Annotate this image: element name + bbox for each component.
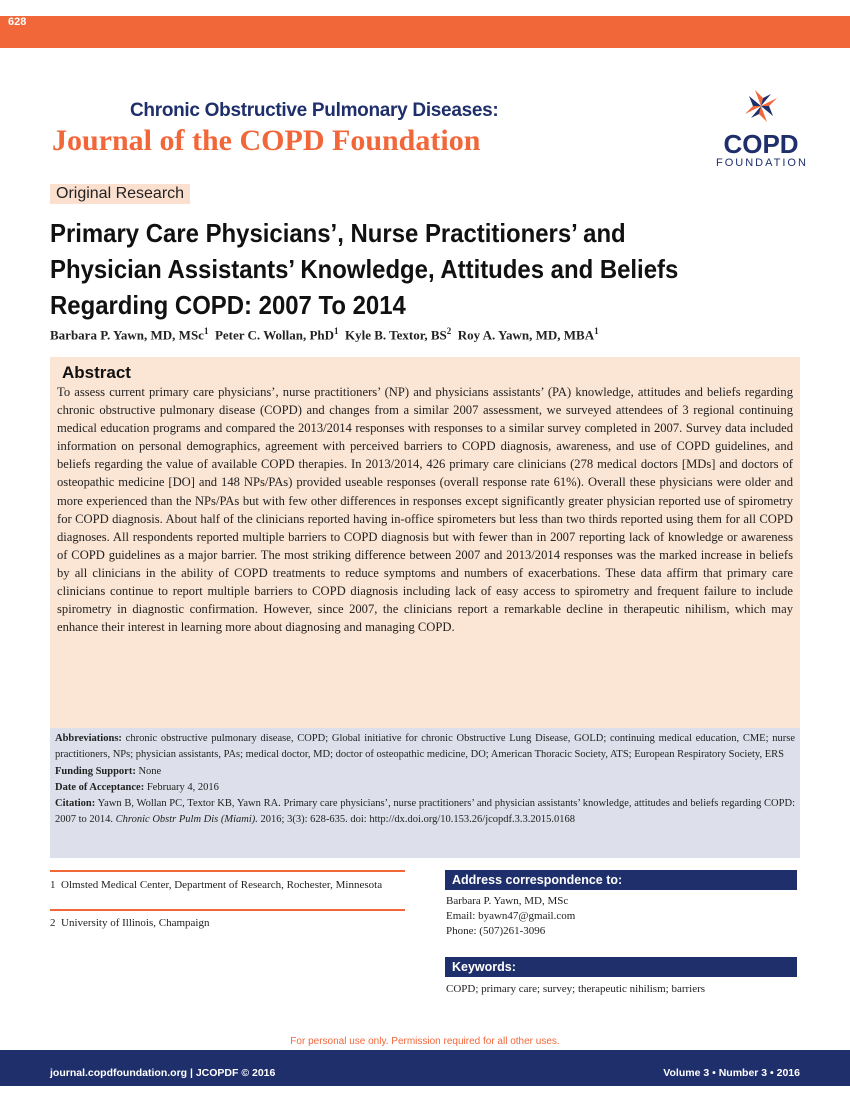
footer-bar: journal.copdfoundation.org | JCOPDF © 20… <box>0 1050 850 1086</box>
article-info-box: Abbreviations: chronic obstructive pulmo… <box>50 728 800 858</box>
affiliation-mark: 1 <box>594 326 599 336</box>
affiliation-number: 2 <box>50 917 56 929</box>
affiliation-number: 1 <box>50 879 56 891</box>
affiliation-2: 2 University of Illinois, Champaign <box>50 916 405 930</box>
citation-journal: Chronic Obstr Pulm Dis (Miami). <box>115 814 258 826</box>
acceptance-text: February 4, 2016 <box>146 781 219 793</box>
abbreviations-label: Abbreviations: <box>55 733 122 744</box>
page-number: 628 <box>8 16 27 28</box>
affiliation-text: Olmsted Medical Center, Department of Re… <box>61 879 383 891</box>
funding: Funding Support: None <box>55 764 795 780</box>
correspondence-details: Barbara P. Yawn, MD, MSc Email: byawn47@… <box>446 894 575 939</box>
article-title: Primary Care Physicians’, Nurse Practiti… <box>50 218 679 320</box>
abstract-heading: Abstract <box>62 363 131 382</box>
abstract-box: Abstract To assess current primary care … <box>50 357 800 729</box>
author-list: Barbara P. Yawn, MD, MSc1 Peter C. Wolla… <box>50 326 599 343</box>
pinwheel-icon <box>745 90 777 122</box>
abstract-text: To assess current primary care physician… <box>57 385 793 635</box>
correspondence-email[interactable]: Email: byawn47@gmail.com <box>446 910 576 922</box>
abbreviations-text: chronic obstructive pulmonary disease, C… <box>55 733 795 761</box>
affiliation-1: 1 Olmsted Medical Center, Department of … <box>50 878 405 892</box>
affiliation-mark: 1 <box>334 326 339 336</box>
author: Kyle B. Textor, BS <box>345 327 447 343</box>
author: Barbara P. Yawn, MD, MSc <box>50 327 204 343</box>
keywords-heading: Keywords: <box>445 957 797 977</box>
permission-notice: For personal use only. Permission requir… <box>290 1036 560 1047</box>
journal-name-line1: Chronic Obstructive Pulmonary Diseases: <box>130 100 499 121</box>
top-bar: 628 <box>0 16 850 48</box>
footer-volume: Volume 3 • Number 3 • 2016 <box>663 1067 800 1079</box>
citation-text: Yawn B, Wollan PC, Textor KB, Yawn RA. P… <box>55 798 795 826</box>
affiliation-mark: 2 <box>446 326 452 336</box>
correspondence-heading: Address correspondence to: <box>445 870 797 890</box>
acceptance-date: Date of Acceptance: February 4, 2016 <box>55 780 795 796</box>
divider <box>50 909 405 911</box>
correspondence-name: Barbara P. Yawn, MD, MSc <box>446 895 569 907</box>
logo-subtitle: FOUNDATION <box>716 157 808 169</box>
acceptance-label: Date of Acceptance: <box>55 781 145 793</box>
divider <box>50 870 405 872</box>
abbreviations: Abbreviations: chronic obstructive pulmo… <box>55 731 795 764</box>
affiliation-mark: 1 <box>203 326 209 336</box>
logo-wordmark: COPD <box>723 129 799 159</box>
affiliation-text: University of Illinois, Champaign <box>61 917 210 929</box>
copd-foundation-logo: COPD FOUNDATION <box>716 88 806 169</box>
footer-journal-link[interactable]: journal.copdfoundation.org | JCOPDF © 20… <box>50 1067 276 1079</box>
author: Roy A. Yawn, MD, MBA <box>457 327 595 343</box>
citation-label: Citation: <box>55 798 96 810</box>
journal-name-line2: Journal of the COPD Foundation <box>52 124 481 157</box>
citation-doi[interactable]: 2016; 3(3): 628-635. doi: http://dx.doi.… <box>260 814 576 826</box>
correspondence-phone: Phone: (507)261-3096 <box>446 925 546 937</box>
author: Peter C. Wollan, PhD <box>214 327 334 343</box>
citation: Citation: Yawn B, Wollan PC, Textor KB, … <box>55 796 795 829</box>
funding-text: None <box>138 765 162 777</box>
section-tag: Original Research <box>50 184 191 204</box>
keywords-text: COPD; primary care; survey; therapeutic … <box>446 983 706 995</box>
funding-label: Funding Support: <box>55 765 136 777</box>
